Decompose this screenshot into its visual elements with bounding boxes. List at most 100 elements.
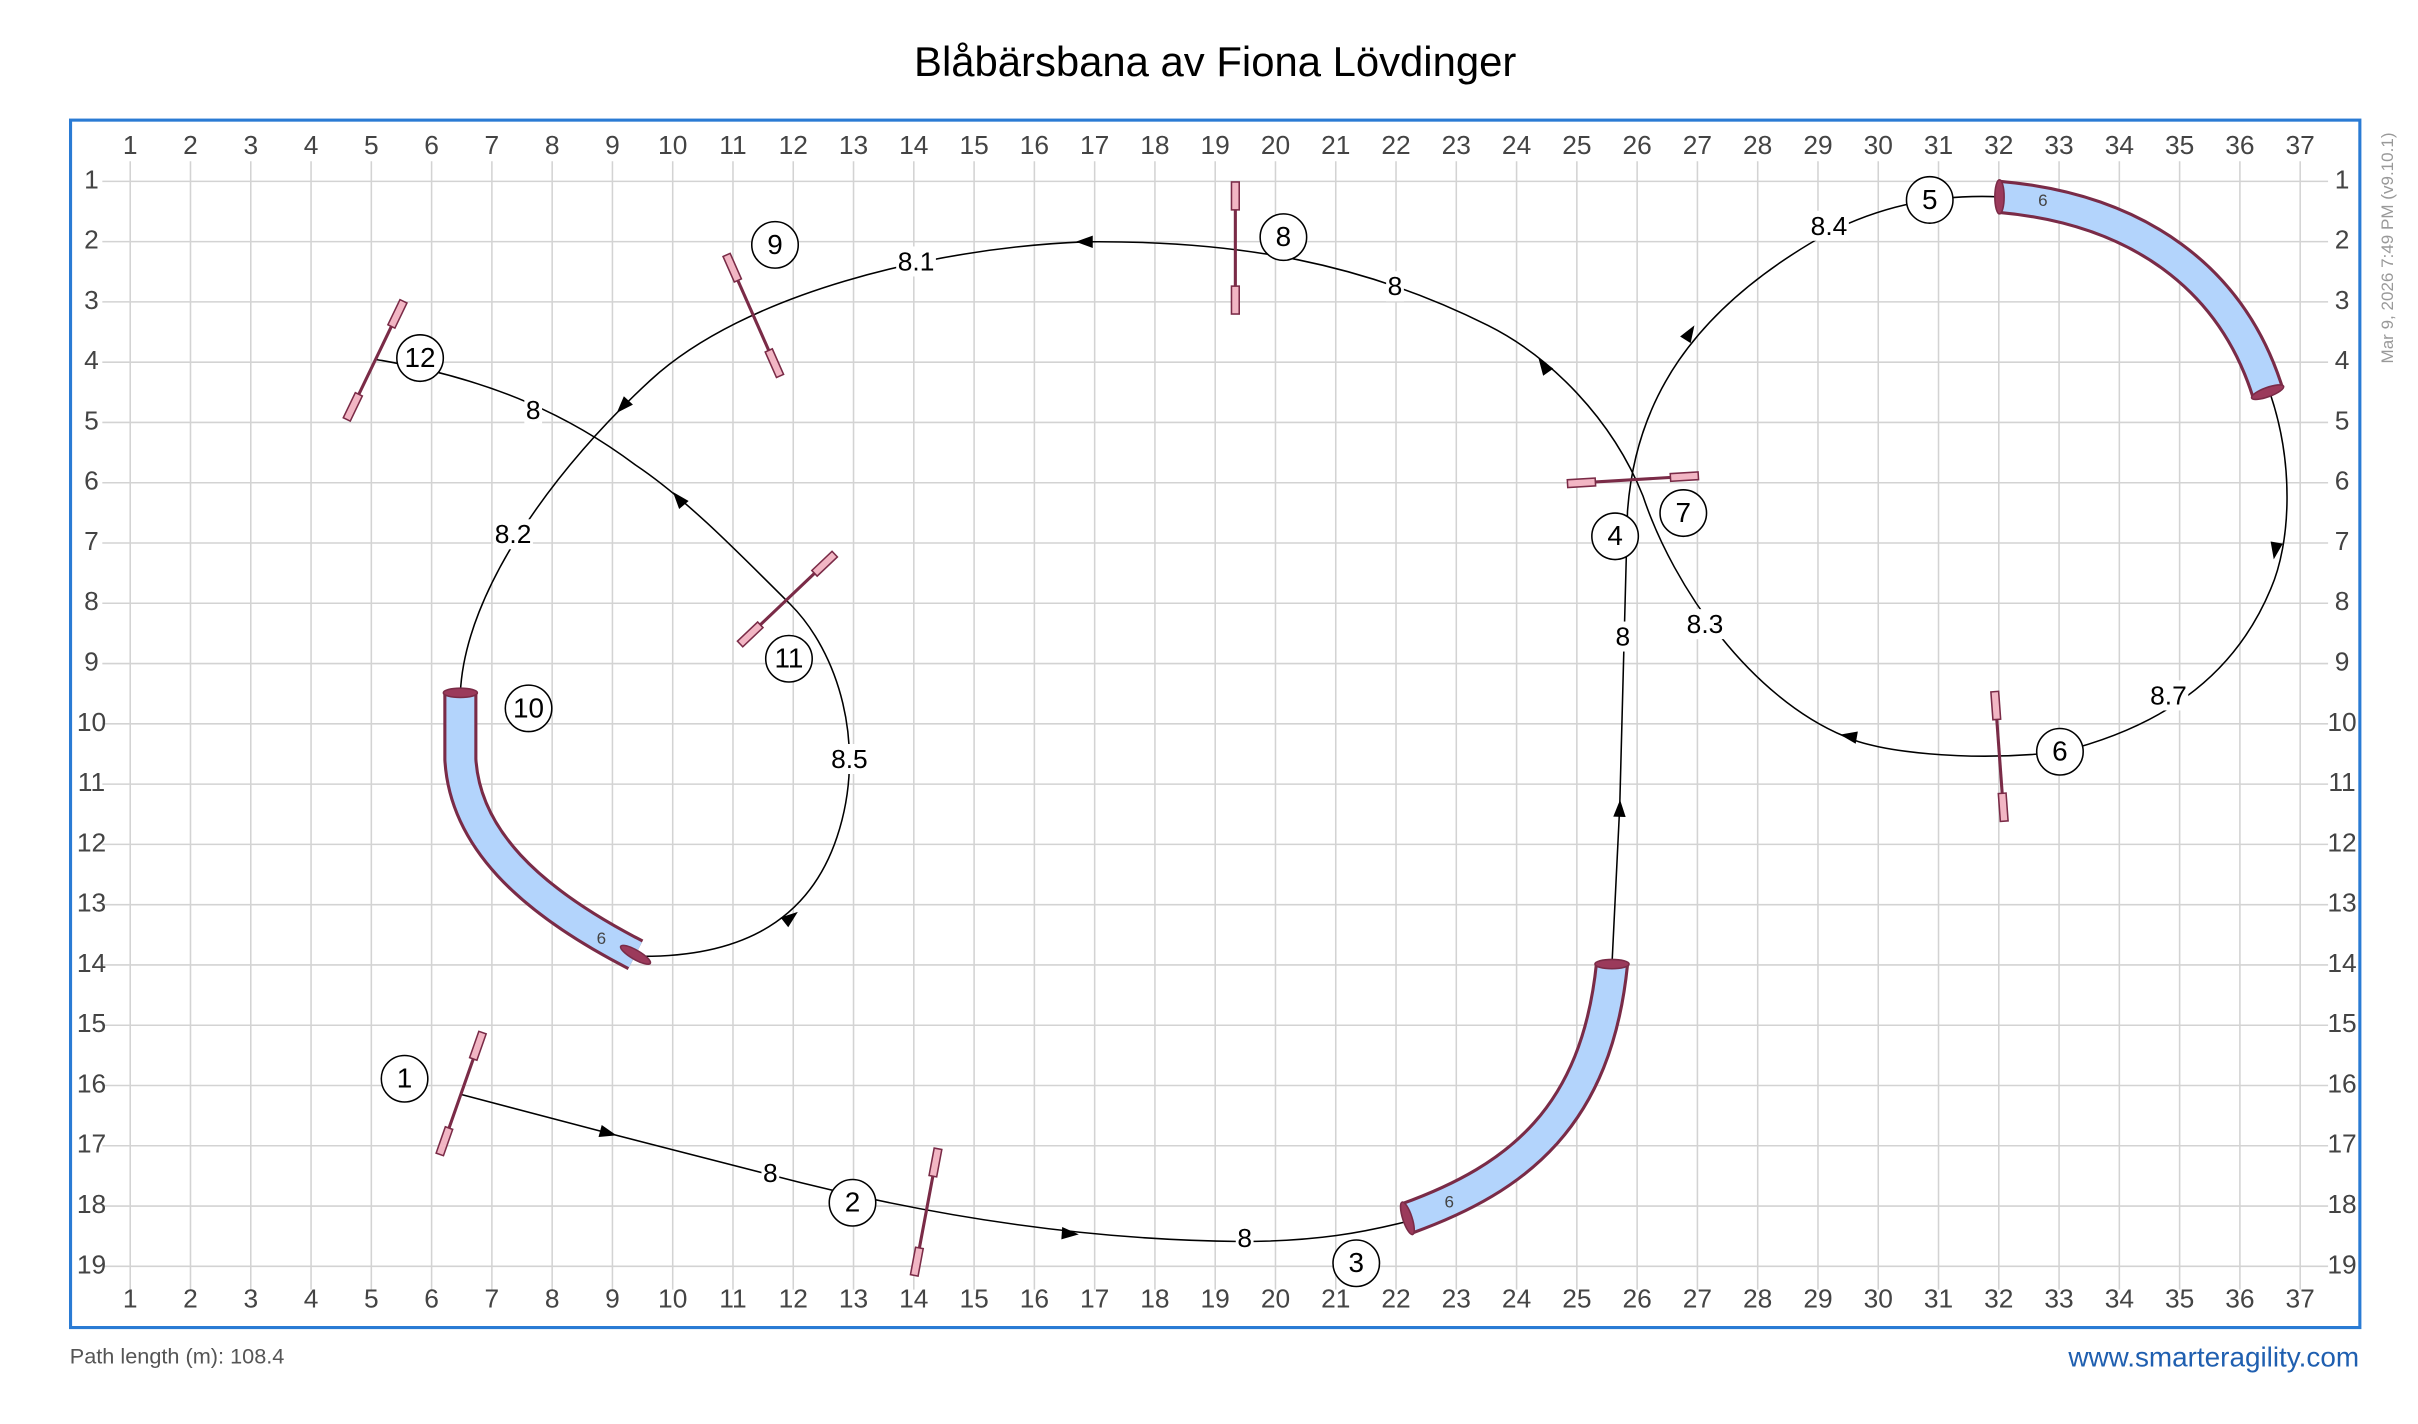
column-label: 36 [2225,1283,2254,1313]
jump-wing [764,347,785,379]
row-label: 2 [84,225,99,255]
column-label: 13 [839,1283,868,1313]
column-label: 19 [1201,1283,1230,1313]
obstacle-number: 10 [513,692,544,723]
column-label: 23 [1442,1283,1471,1313]
jump-wing [468,1030,488,1062]
row-label: 2 [2335,225,2350,255]
column-label: 10 [658,130,687,160]
column-label: 34 [2105,1283,2134,1313]
column-label: 13 [839,130,868,160]
row-label: 14 [2327,948,2356,978]
row-label: 9 [2335,647,2350,677]
column-label: 33 [2044,1283,2073,1313]
obstacle-number: 5 [1922,184,1938,215]
column-label: 6 [424,1283,439,1313]
row-label: 6 [84,466,99,496]
arrow [780,911,798,928]
jump-wing [722,252,743,284]
obstacle-circle [1905,175,1954,224]
column-label: 4 [304,130,319,160]
obstacle-circle [828,1178,877,1227]
column-label: 30 [1864,130,1893,160]
obstacle-circle [1332,1239,1381,1288]
column-label: 15 [959,1283,988,1313]
column-label: 29 [1803,1283,1832,1313]
distance-label: 8 [1237,1223,1252,1253]
jump-wing [736,620,765,648]
obstacle-circle [750,220,800,269]
tunnel: 6 [1994,179,2285,401]
tunnel-length: 6 [1445,1192,1454,1211]
column-label: 27 [1683,130,1712,160]
title: Blåbärsbana av Fiona Lövdinger [914,38,1516,85]
website-link[interactable]: www.smarteragility.com [2067,1342,2359,1373]
row-label: 1 [2335,164,2350,194]
column-label: 27 [1683,1283,1712,1313]
distance-label: 8.3 [1687,609,1724,639]
jump [909,1147,943,1278]
row-label: 11 [78,767,105,797]
jumps [342,181,2009,1278]
row-label: 9 [84,647,99,677]
column-label: 19 [1201,130,1230,160]
row-label: 13 [77,888,106,918]
column-label: 1 [123,1283,138,1313]
column-label: 33 [2044,130,2073,160]
column-label: 5 [364,130,379,160]
distance-bg [761,1157,780,1188]
arrow [1680,325,1695,344]
row-label: 3 [2335,285,2350,315]
row-label: 10 [2327,707,2356,737]
column-label: 4 [304,1283,319,1313]
column-label: 15 [959,130,988,160]
distance-label: 8.7 [2150,680,2187,710]
column-label: 34 [2105,130,2134,160]
jump [736,550,839,648]
arrow [1061,1227,1079,1240]
arrow [2270,541,2283,560]
column-label: 2 [183,130,198,160]
column-label: 24 [1502,1283,1531,1313]
row-label: 19 [77,1249,106,1279]
jump-wing [909,1246,925,1278]
row-label: 4 [84,345,99,375]
column-label: 29 [1803,130,1832,160]
obstacle-number: 8 [1276,221,1292,252]
arrow [1613,799,1626,818]
obstacle-number: 1 [397,1063,413,1094]
row-label: 12 [77,827,106,857]
column-label: 22 [1381,1283,1410,1313]
distance-label: 8.1 [898,246,935,276]
column-label: 20 [1261,130,1290,160]
distance-label: 8 [526,395,541,425]
distance-label: 8 [1616,622,1631,652]
row-label: 8 [84,586,99,616]
column-label: 18 [1140,130,1169,160]
column-label: 14 [899,1283,928,1313]
column-label: 14 [899,130,928,160]
obstacle-circle [764,634,813,683]
arrow [598,1125,617,1138]
column-label: 17 [1080,130,1109,160]
column-label: 7 [485,130,500,160]
column-label: 8 [545,130,560,160]
timestamp: Mar 9, 2026 7:49 PM (v9.10.1) [2378,132,2397,363]
column-label: 21 [1321,1283,1350,1313]
jump [1230,181,1240,315]
obstacle-number: 9 [767,229,783,260]
course-path [376,195,2288,1243]
jump [435,1030,488,1157]
row-label: 7 [84,526,99,556]
column-label: 3 [243,1283,258,1313]
row-label: 1 [84,164,99,194]
row-label: 17 [2327,1129,2356,1159]
column-label: 18 [1140,1283,1169,1313]
column-label: 10 [658,1283,687,1313]
jump-wing [342,391,364,423]
jump-wing [928,1147,943,1178]
row-label: 11 [2328,767,2355,797]
row-label: 15 [2327,1008,2356,1038]
row-label: 14 [77,948,106,978]
